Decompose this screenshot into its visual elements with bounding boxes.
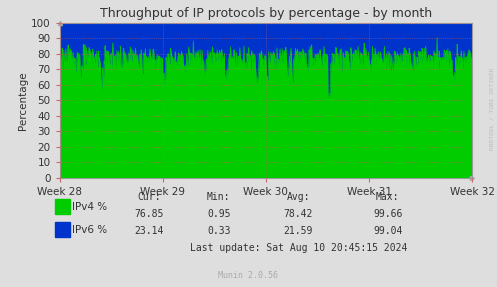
Text: 23.14: 23.14 [134,226,164,236]
Text: 99.04: 99.04 [373,226,403,236]
Text: Last update: Sat Aug 10 20:45:15 2024: Last update: Sat Aug 10 20:45:15 2024 [189,243,407,253]
Text: 99.66: 99.66 [373,209,403,219]
Text: 0.95: 0.95 [207,209,231,219]
Text: Cur:: Cur: [137,192,161,201]
Text: IPv4 %: IPv4 % [72,202,107,212]
Text: Munin 2.0.56: Munin 2.0.56 [219,271,278,280]
Title: Throughput of IP protocols by percentage - by month: Throughput of IP protocols by percentage… [100,7,432,20]
Y-axis label: Percentage: Percentage [18,71,28,130]
Text: 76.85: 76.85 [134,209,164,219]
Text: 21.59: 21.59 [283,226,313,236]
Text: 78.42: 78.42 [283,209,313,219]
Text: 0.33: 0.33 [207,226,231,236]
Text: IPv6 %: IPv6 % [72,225,107,234]
Text: RRDTOOL / TOBI OETIKER: RRDTOOL / TOBI OETIKER [490,68,495,150]
Text: Min:: Min: [207,192,231,201]
Text: Avg:: Avg: [286,192,310,201]
Text: Max:: Max: [376,192,400,201]
